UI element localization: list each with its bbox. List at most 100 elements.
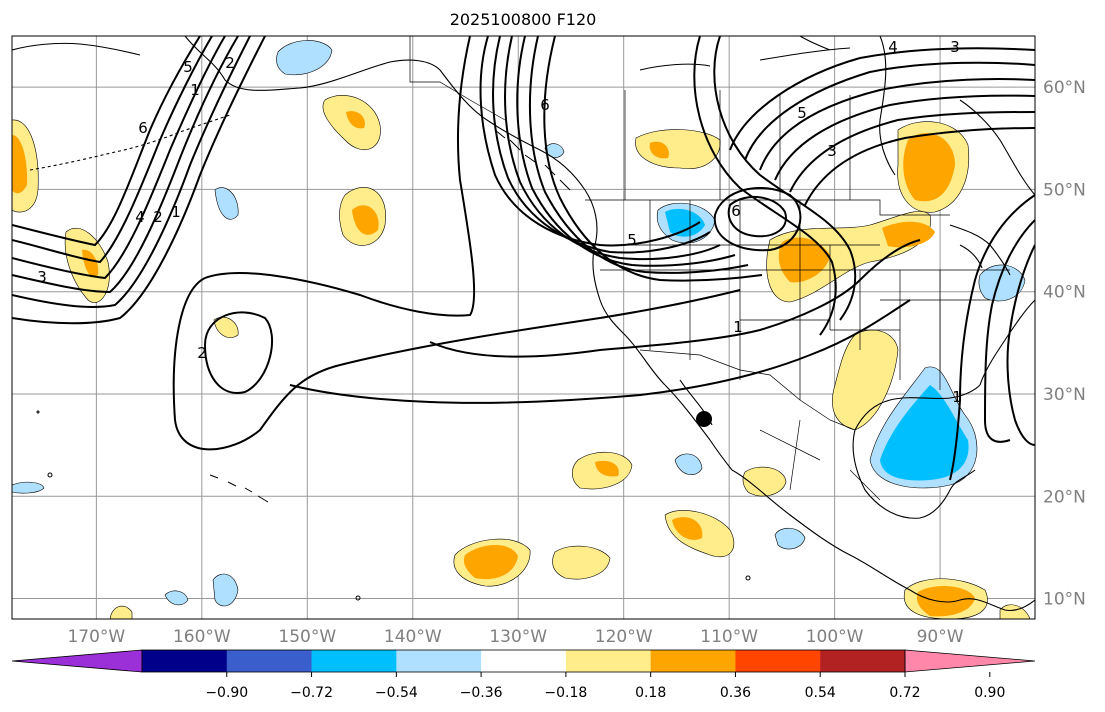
contour-us-1 (429, 239, 921, 358)
coastline-russia (12, 42, 141, 56)
coastline-arctic (639, 36, 851, 71)
contour-label: 5 (183, 58, 193, 76)
negative-anomaly-baja-south (674, 453, 703, 475)
contour-ridge-1 (479, 36, 701, 247)
contour-ridge-3 (504, 36, 721, 261)
small-island-3 (355, 595, 361, 601)
contour-label: 3 (950, 38, 960, 56)
latitude-label: 20°N (1043, 487, 1086, 507)
small-island-1 (36, 410, 40, 414)
coastline-hudson (879, 36, 1035, 196)
positive-anomaly-central-pacific-south (453, 538, 531, 587)
colorbar-segment (396, 650, 482, 672)
contour-label: 6 (731, 202, 741, 220)
latitude-label: 30°N (1043, 385, 1086, 405)
colorbar-tick-label: 0.54 (805, 685, 836, 701)
colorbar-extend-low (11, 649, 143, 673)
contour-west-trough-5 (12, 36, 251, 308)
colorbar-tick-label: 0.72 (889, 685, 920, 701)
contour-lines (12, 36, 1035, 481)
contour-label: 1 (171, 203, 181, 221)
coastline-gulf (852, 384, 981, 519)
coastline-aleutians (29, 114, 231, 171)
colorbar-segment (650, 650, 736, 672)
contour-west-trough-1 (12, 36, 201, 247)
contour-west-trough-4 (12, 36, 239, 294)
anomaly-shading (12, 40, 1031, 619)
coastline-alaska (184, 36, 586, 191)
contour-north-east-4 (774, 94, 1035, 181)
contour-label: 5 (627, 231, 637, 249)
contour-label-group: 3 4 2 1 6 5 2 1 2 6 5 1 6 5 3 4 3 1 (37, 38, 962, 406)
coastline-mexico-west (731, 469, 911, 591)
map-frame (11, 35, 1036, 620)
contour-east-trough-1 (713, 36, 857, 321)
colorbar-tick-label: −0.54 (375, 685, 418, 701)
small-island-4 (745, 575, 751, 581)
contour-east-1 (949, 194, 1035, 481)
contour-ridge-4 (516, 36, 736, 267)
border-canada-provinces (624, 90, 851, 200)
contour-label: 3 (827, 142, 837, 160)
border-us-canada (585, 199, 950, 216)
alaska-panhandle-islands (494, 129, 571, 191)
latitude-label: 60°N (1043, 78, 1086, 98)
colorbar-outline (141, 649, 906, 673)
longitude-label: 140°W (384, 627, 442, 647)
contour-label: 2 (153, 208, 163, 226)
colorbar-ticks: −0.90 −0.72 −0.54 −0.36 −0.18 0.18 0.36 0.54 0.7… (205, 672, 1005, 701)
colorbar-segment (226, 650, 313, 672)
positive-anomaly-hawaii-north (213, 316, 239, 338)
positive-anomaly-canada-west (635, 129, 721, 169)
negative-anomaly-great-lakes (978, 264, 1026, 302)
contour-east-3 (1006, 244, 1035, 446)
colorbar-tick-label: −0.72 (290, 685, 333, 701)
contour-west-trough-3 (12, 36, 226, 280)
contour-east-trough-2 (693, 36, 837, 336)
map-title: 2025100800 F120 (449, 10, 597, 29)
colorbar-tick-label: 0.18 (635, 685, 666, 701)
contour-west-trough-2 (12, 36, 213, 264)
positive-anomaly-170w (64, 227, 110, 303)
positive-anomaly-gulf-alaska (322, 95, 381, 150)
contour-label: 5 (797, 104, 807, 122)
colorbar-tick-label: 0.36 (720, 685, 751, 701)
contour-subtropical-2 (174, 289, 741, 451)
longitude-label: 120°W (595, 627, 653, 647)
colorbar-tick-label: 0.90 (974, 685, 1005, 701)
contour-label: 2 (225, 54, 235, 72)
negative-anomaly-dateline (214, 187, 239, 220)
map-background (12, 36, 1035, 619)
contour-north-east-6 (804, 127, 1035, 206)
contour-ridge-5 (528, 36, 749, 274)
negative-anomaly-bering (276, 40, 333, 76)
negative-anomaly-hawaii (164, 573, 239, 607)
contour-west-trough-6 (12, 36, 266, 325)
positive-anomaly-north-pacific (339, 187, 386, 246)
latitude-labels: 60°N 50°N 40°N 30°N 20°N 10°N (1043, 78, 1086, 609)
border-us-mexico (639, 349, 856, 431)
hawaii-islands (209, 474, 269, 503)
latitude-label: 40°N (1043, 283, 1086, 303)
contour-label: 3 (37, 268, 47, 286)
contour-closed-6 (727, 195, 787, 238)
contour-ridge-6 (543, 36, 763, 282)
negative-anomaly-mexico-south (774, 527, 806, 550)
coastline-central-america (909, 589, 1035, 612)
latitude-label: 50°N (1043, 180, 1086, 200)
colorbar-segment (481, 650, 567, 672)
colorbar-segment (735, 650, 821, 672)
positive-anomaly-central-america (903, 578, 988, 619)
longitude-label: 110°W (700, 627, 758, 647)
location-marker (696, 411, 712, 427)
small-island-2 (47, 472, 53, 478)
contour-north-east-1 (729, 47, 1035, 151)
longitude-labels: 170°W 160°W 150°W 140°W 130°W 120°W 110°W 100°W… (67, 627, 963, 647)
contour-label: 1 (190, 81, 200, 99)
latitude-label: 10°N (1043, 590, 1086, 610)
positive-anomaly-east-pacific-south (664, 510, 735, 557)
positive-anomaly-tropics (552, 545, 611, 580)
longitude-label: 130°W (489, 627, 547, 647)
negative-anomaly-pacific-northwest (656, 202, 716, 244)
contour-east-2 (983, 219, 1035, 443)
